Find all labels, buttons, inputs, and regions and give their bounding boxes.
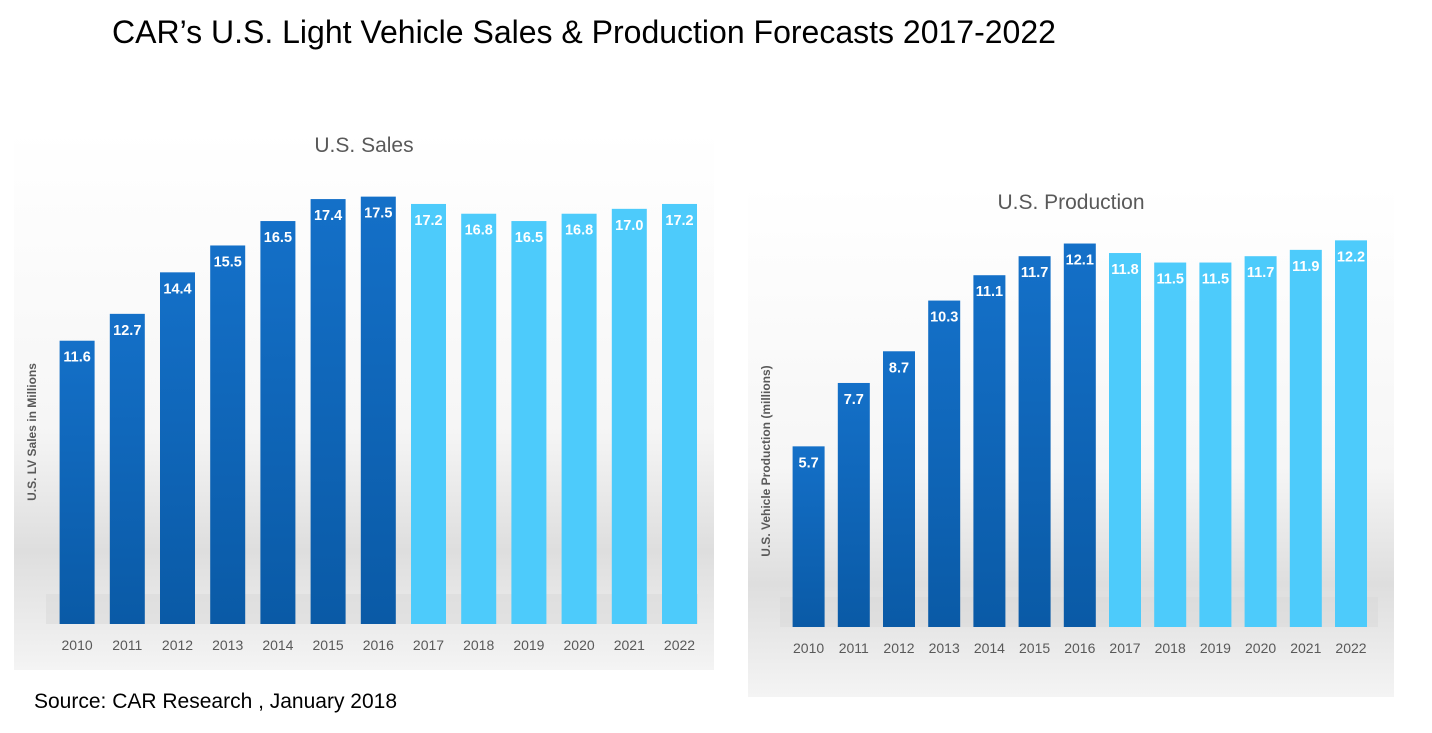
production-value-label-2019: 11.5 xyxy=(1202,272,1229,288)
production-bar-2014 xyxy=(973,275,1006,627)
sales-bar-2019 xyxy=(511,221,547,624)
sales-bar-2016 xyxy=(360,196,396,624)
production-bar-2011 xyxy=(837,382,870,627)
production-x-tick-2011: 2011 xyxy=(839,640,869,656)
sales-value-label-2010: 11.6 xyxy=(63,350,90,366)
production-bar-2012 xyxy=(883,351,915,627)
production-x-tick-2021: 2021 xyxy=(1290,640,1321,656)
production-svg: U.S. Production U.S. Vehicle Production (… xyxy=(748,185,1394,697)
production-x-tick-2018: 2018 xyxy=(1155,640,1186,656)
production-value-label-2016: 12.1 xyxy=(1066,253,1094,269)
sales-value-label-2016: 17.5 xyxy=(364,206,392,222)
sales-value-label-2015: 17.4 xyxy=(314,208,342,224)
sales-x-tick-2021: 2021 xyxy=(614,637,645,653)
production-bar-2017 xyxy=(1109,253,1141,627)
sales-svg: U.S. Sales U.S. LV Sales in Millions 11.6 2… xyxy=(14,130,714,670)
sales-x-tick-2019: 2019 xyxy=(513,637,544,653)
production-x-tick-2012: 2012 xyxy=(883,640,914,656)
production-x-tick-2019: 2019 xyxy=(1200,640,1231,656)
production-bar-2021 xyxy=(1289,249,1322,627)
sales-bar-2013 xyxy=(210,245,246,624)
sales-x-tick-2022: 2022 xyxy=(664,637,695,653)
sales-x-tick-2016: 2016 xyxy=(363,637,394,653)
sales-x-tick-2013: 2013 xyxy=(212,637,243,653)
sales-bar-2022 xyxy=(662,203,697,624)
production-chart: U.S. Production U.S. Vehicle Production (… xyxy=(748,185,1394,697)
production-bar-2020 xyxy=(1244,256,1277,627)
production-x-tick-2020: 2020 xyxy=(1245,640,1276,656)
production-y-axis-label: U.S. Vehicle Production (millions) xyxy=(759,365,773,556)
production-bar-2018 xyxy=(1154,262,1187,627)
production-value-label-2014: 11.1 xyxy=(976,284,1003,300)
production-bar-2019 xyxy=(1199,262,1232,627)
production-x-tick-2017: 2017 xyxy=(1109,640,1140,656)
production-value-label-2020: 11.7 xyxy=(1247,265,1274,281)
sales-bar-2010 xyxy=(59,340,95,624)
sales-value-label-2021: 17.0 xyxy=(615,218,643,234)
sales-value-label-2019: 16.5 xyxy=(515,230,543,246)
page-title: CAR’s U.S. Light Vehicle Sales & Product… xyxy=(112,14,1056,50)
source-note: Source: CAR Research , January 2018 xyxy=(34,690,398,713)
production-x-tick-2015: 2015 xyxy=(1019,640,1050,656)
production-x-tick-2016: 2016 xyxy=(1064,640,1095,656)
production-bar-2022 xyxy=(1335,240,1367,627)
sales-bar-2018 xyxy=(461,213,497,624)
sales-bar-2020 xyxy=(561,213,597,624)
sales-bar-2021 xyxy=(611,208,647,624)
sales-x-tick-2020: 2020 xyxy=(564,637,595,653)
production-value-label-2012: 8.7 xyxy=(889,360,909,376)
sales-value-label-2011: 12.7 xyxy=(113,323,141,339)
sales-bar-2011 xyxy=(109,313,145,624)
sales-x-tick-2012: 2012 xyxy=(162,637,193,653)
production-value-label-2013: 10.3 xyxy=(930,310,958,326)
production-bar-2016 xyxy=(1063,243,1096,627)
sales-value-label-2020: 16.8 xyxy=(565,223,593,239)
production-value-label-2018: 11.5 xyxy=(1156,272,1183,288)
sales-value-label-2012: 14.4 xyxy=(163,281,191,297)
sales-x-tick-2015: 2015 xyxy=(313,637,344,653)
production-x-tick-2022: 2022 xyxy=(1335,640,1366,656)
production-value-label-2010: 5.7 xyxy=(799,455,819,471)
production-chart-title: U.S. Production xyxy=(997,191,1144,214)
sales-bar-2017 xyxy=(411,203,446,624)
sales-value-label-2014: 16.5 xyxy=(264,230,292,246)
sales-x-tick-2017: 2017 xyxy=(413,637,444,653)
production-value-label-2022: 12.2 xyxy=(1337,249,1365,265)
production-bar-2010 xyxy=(792,446,825,627)
sales-y-axis-label: U.S. LV Sales in Millions xyxy=(25,363,39,501)
sales-x-tick-2018: 2018 xyxy=(463,637,494,653)
sales-chart-title: U.S. Sales xyxy=(314,134,413,157)
production-bar-2015 xyxy=(1018,256,1051,627)
production-value-label-2021: 11.9 xyxy=(1292,259,1319,275)
sales-value-label-2022: 17.2 xyxy=(665,213,693,229)
sales-bar-2012 xyxy=(160,272,195,624)
production-value-label-2015: 11.7 xyxy=(1021,265,1048,281)
production-x-tick-2014: 2014 xyxy=(974,640,1005,656)
production-value-label-2017: 11.8 xyxy=(1111,262,1138,278)
production-x-tick-2010: 2010 xyxy=(793,640,824,656)
sales-chart: U.S. Sales U.S. LV Sales in Millions 11.6 2… xyxy=(14,130,714,670)
sales-value-label-2017: 17.2 xyxy=(414,213,442,229)
sales-x-tick-2014: 2014 xyxy=(262,637,293,653)
sales-x-tick-2011: 2011 xyxy=(112,637,142,653)
production-x-tick-2013: 2013 xyxy=(929,640,960,656)
sales-bar-2015 xyxy=(310,199,346,625)
sales-value-label-2013: 15.5 xyxy=(214,254,242,270)
production-bar-2013 xyxy=(928,300,961,627)
sales-bar-2014 xyxy=(260,221,296,624)
production-value-label-2011: 7.7 xyxy=(844,392,864,408)
sales-value-label-2018: 16.8 xyxy=(465,223,493,239)
sales-x-tick-2010: 2010 xyxy=(62,637,93,653)
